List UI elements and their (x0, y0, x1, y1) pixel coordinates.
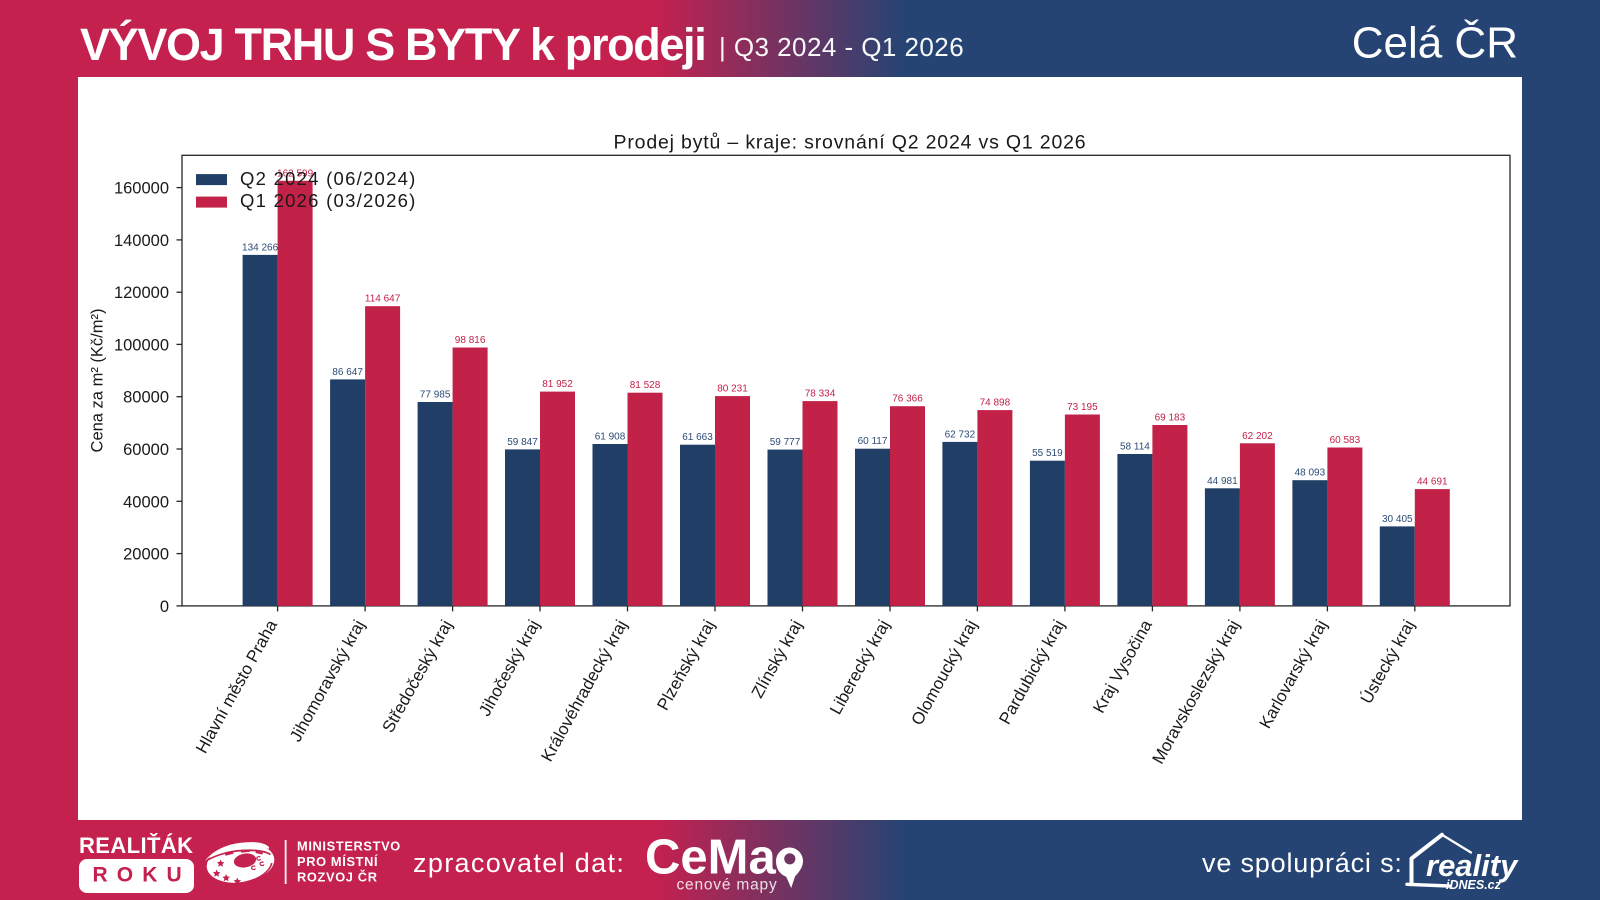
svg-text:MINISTERSTVO: MINISTERSTVO (297, 839, 401, 854)
svg-text:78 334: 78 334 (805, 389, 836, 400)
svg-text:iDNES.cz: iDNES.cz (1446, 878, 1502, 892)
svg-text:Celá ČR: Celá ČR (1352, 17, 1518, 67)
svg-text:77 985: 77 985 (420, 390, 451, 401)
svg-text:44 981: 44 981 (1207, 476, 1238, 487)
svg-text:80000: 80000 (123, 389, 169, 407)
svg-text:PRO MÍSTNÍ: PRO MÍSTNÍ (297, 854, 378, 869)
svg-text:VÝVOJ TRHU S BYTY k prodeji: VÝVOJ TRHU S BYTY k prodeji (80, 19, 705, 70)
svg-text:60 583: 60 583 (1330, 435, 1361, 446)
svg-text:59 847: 59 847 (507, 437, 538, 448)
svg-text:reality: reality (1426, 848, 1519, 883)
svg-text:81 952: 81 952 (542, 379, 573, 390)
svg-text:20000: 20000 (123, 546, 169, 564)
svg-text:REALIŤÁK: REALIŤÁK (79, 833, 193, 858)
svg-text:cenové mapy: cenové mapy (677, 877, 778, 894)
svg-text:zpracovatel dat:: zpracovatel dat: (413, 848, 625, 878)
svg-text:ROKU: ROKU (93, 864, 191, 887)
svg-text:60 117: 60 117 (858, 436, 888, 447)
svg-text:62 202: 62 202 (1242, 431, 1273, 442)
svg-text:98 816: 98 816 (455, 335, 486, 346)
svg-text:76 366: 76 366 (892, 394, 923, 405)
svg-text:80 231: 80 231 (717, 384, 748, 395)
svg-text:Q2 2024 (06/2024): Q2 2024 (06/2024) (240, 168, 417, 189)
svg-text:59 777: 59 777 (770, 437, 801, 448)
svg-text:Prodej bytů – kraje: srovnání: Prodej bytů – kraje: srovnání Q2 2024 vs… (614, 132, 1087, 154)
svg-text:114 647: 114 647 (365, 294, 401, 305)
svg-text:ROZVOJ ČR: ROZVOJ ČR (297, 870, 378, 885)
svg-text:44 691: 44 691 (1417, 477, 1448, 488)
svg-text:73 195: 73 195 (1067, 402, 1098, 413)
svg-text:61 908: 61 908 (595, 432, 626, 443)
svg-text:55 519: 55 519 (1032, 448, 1063, 459)
svg-text:162 599: 162 599 (277, 168, 314, 179)
svg-text:100000: 100000 (114, 336, 169, 354)
svg-text:61 663: 61 663 (682, 432, 713, 443)
svg-text:40000: 40000 (123, 493, 169, 511)
svg-text:ve spolupráci s:: ve spolupráci s: (1202, 848, 1403, 878)
svg-text:Q1 2026 (03/2026): Q1 2026 (03/2026) (240, 190, 417, 211)
svg-text:30 405: 30 405 (1382, 514, 1413, 525)
svg-text:81 528: 81 528 (630, 380, 661, 391)
svg-text:86 647: 86 647 (332, 367, 363, 378)
svg-text:48 093: 48 093 (1295, 468, 1326, 479)
svg-text:120000: 120000 (114, 284, 169, 302)
svg-text:140000: 140000 (114, 232, 169, 250)
svg-text:0: 0 (160, 598, 169, 616)
svg-text:60000: 60000 (123, 441, 169, 459)
svg-text:CeMa: CeMa (645, 831, 776, 885)
svg-text:69 183: 69 183 (1155, 413, 1186, 424)
svg-text:160000: 160000 (114, 180, 169, 198)
svg-text:58 114: 58 114 (1120, 442, 1150, 453)
svg-text:Cena za m² (Kč/m²): Cena za m² (Kč/m²) (89, 309, 107, 453)
svg-text:| Q3 2024 - Q1 2026: | Q3 2024 - Q1 2026 (719, 32, 964, 62)
svg-text:74 898: 74 898 (980, 398, 1011, 409)
svg-text:134 266: 134 266 (242, 242, 279, 253)
svg-text:62 732: 62 732 (945, 429, 976, 440)
